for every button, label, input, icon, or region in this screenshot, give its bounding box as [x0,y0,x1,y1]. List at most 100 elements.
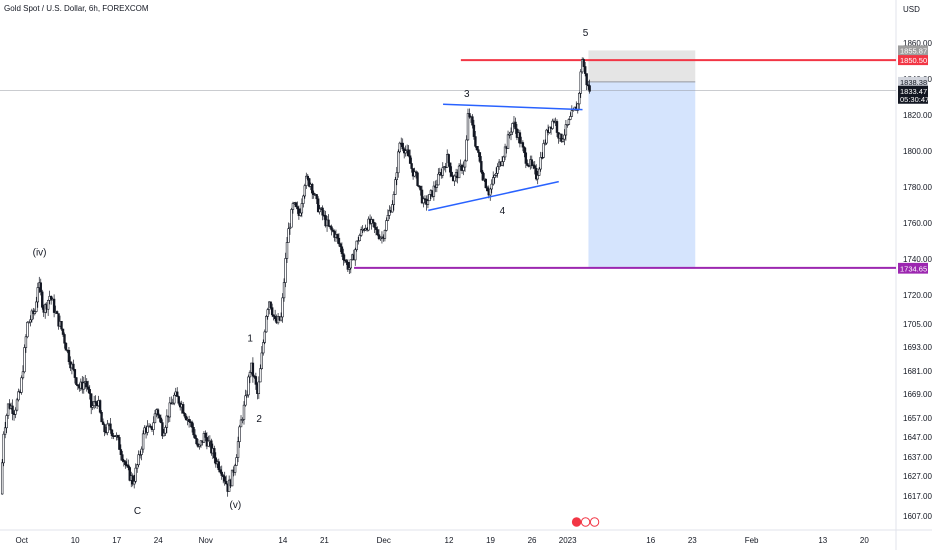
candle-body [490,183,493,190]
candle-body [29,319,32,323]
y-tick-label: 1607.00 [903,512,932,521]
candle-body [551,120,554,129]
candle-body [262,342,265,354]
price-badge-label: 1855.87 [900,46,927,55]
candle-body [377,234,381,240]
candle-body [450,171,453,177]
candle-body [266,309,269,317]
candle-body [493,175,496,178]
trendline-lower [428,180,559,212]
candle-body [308,178,311,187]
candle-body [564,124,568,136]
candle-body [60,321,63,330]
candle-body [327,219,330,227]
event-icon [580,517,591,527]
candle-body [457,165,461,179]
candle-body [39,282,42,293]
candle-body [569,116,572,120]
candle-body [223,476,226,482]
candle-body [98,400,102,413]
candle-body [478,152,482,162]
candle-body [152,422,155,430]
candle-body [20,377,23,393]
candle-body [441,167,444,176]
candle-body [509,131,513,135]
candle-body [49,295,53,300]
candle-body [263,331,266,343]
candle-body [536,175,539,180]
candle-body [537,168,541,176]
candle-body [52,298,56,313]
candle-body [408,155,412,164]
candle-body [279,316,283,321]
candle-body [508,134,511,136]
candle-body [156,409,160,416]
candle-body [567,119,571,125]
candle-body [330,226,333,231]
candle-body [222,475,225,477]
candle-body [109,423,112,431]
candle-body [220,471,223,476]
y-tick-label: 1860.00 [903,39,932,48]
y-tick-label: 1820.00 [903,111,932,120]
candle-body [121,454,124,461]
x-tick-label: 16 [646,536,655,545]
x-tick-label: 19 [486,536,495,545]
candle-body [173,394,176,404]
candle-body [137,454,140,466]
candle-body [273,316,277,320]
y-tick-label: 1693.00 [903,343,932,352]
candle-body [183,412,186,417]
candle-body [447,154,450,164]
x-tick-label: 21 [320,536,329,545]
candle-body [477,149,480,153]
candle-body [359,229,363,236]
candle-body [3,427,7,435]
candle-body [106,423,109,433]
candle-body [67,350,71,362]
candle-body [251,362,255,377]
candle-body [303,185,307,197]
candle-body [321,207,324,216]
candle-body [290,209,293,228]
candle-body [518,132,522,144]
candle-body [73,369,77,378]
candle-body [72,363,75,370]
candle-body [162,432,166,437]
candle-body [224,480,228,485]
candle-body [133,480,136,485]
y-tick-label: 1800.00 [903,147,932,156]
candle-body [94,401,97,404]
candle-body [453,175,456,182]
candle-body [585,73,588,86]
candle-body [272,314,275,317]
candle-body [385,220,388,231]
candle-body [213,448,216,459]
candle-body [294,202,298,207]
candle-body [533,165,536,169]
candle-body [432,185,436,197]
candle-body [122,460,126,462]
candle-body [484,178,487,189]
candle-body [481,171,485,181]
candle-body [395,172,398,180]
candle-body [311,184,314,194]
y-tick-label: 1657.00 [903,414,932,423]
candle-body [171,402,174,405]
candle-body [410,163,413,169]
candle-body [374,227,378,230]
candle-body [239,419,243,428]
candle-body [110,429,114,436]
candle-body [257,381,261,394]
candle-body [526,163,529,166]
candle-body [33,311,37,314]
candle-body [177,396,180,404]
candle-body [316,198,320,213]
price-badge [898,55,928,66]
candle-body [328,225,332,228]
candle-body [288,226,292,229]
candle-body [259,368,262,383]
candle-body [158,414,161,419]
event-icon [589,517,600,527]
